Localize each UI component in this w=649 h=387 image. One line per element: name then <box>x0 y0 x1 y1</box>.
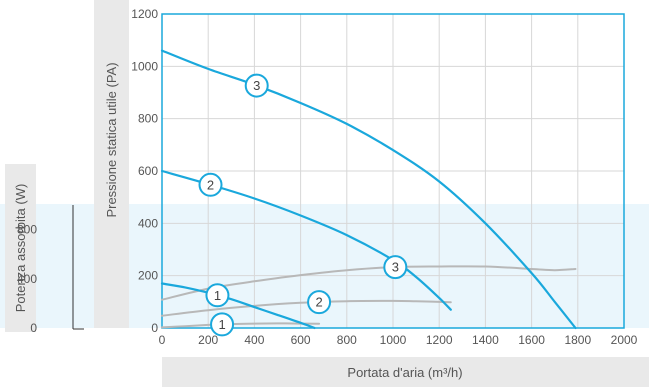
y-tick-label: 200 <box>138 269 158 283</box>
y-tick-label: 1000 <box>131 59 158 73</box>
x-tick-label: 1600 <box>518 333 545 347</box>
marker-circle <box>210 312 235 337</box>
y2-tick-label: 800 <box>17 223 37 237</box>
power-marker-2: 2 <box>307 290 332 315</box>
y-axis-title: Pressione statica utile (PA) <box>104 62 119 217</box>
marker-label: 3 <box>392 260 399 275</box>
pressure-marker-2: 2 <box>198 172 223 197</box>
x-tick-label: 2000 <box>611 333 638 347</box>
x-tick-label: 200 <box>198 333 218 347</box>
pressure-marker-1: 1 <box>205 283 230 308</box>
y-tick-labels: 0 200 400 600 800 1000 1200 <box>131 7 158 335</box>
y-tick-label: 0 <box>151 321 158 335</box>
x-tick-labels: 0 200 400 600 800 1000 1200 1400 1600 1800 2000 <box>159 333 638 347</box>
marker-label: 2 <box>207 177 214 192</box>
x-tick-label: 800 <box>337 333 357 347</box>
x-tick-label: 1200 <box>426 333 453 347</box>
marker-circle <box>383 255 408 280</box>
power-marker-1: 1 <box>210 312 235 337</box>
y-tick-label: 600 <box>138 164 158 178</box>
y-tick-label: 800 <box>138 112 158 126</box>
marker-label: 3 <box>253 78 260 93</box>
y2-tick-label: 400 <box>17 272 37 286</box>
x-tick-label: 600 <box>291 333 311 347</box>
y2-label-band <box>5 164 36 332</box>
marker-circle <box>198 172 223 197</box>
y-label-band <box>94 0 129 328</box>
y2-tick-label: 0 <box>30 321 37 335</box>
y-tick-label: 1200 <box>131 7 158 21</box>
pressure-curve-1 <box>160 282 316 330</box>
y-tick-label: 400 <box>138 216 158 230</box>
marker-label: 1 <box>218 317 225 332</box>
marker-label: 1 <box>214 288 221 303</box>
series-markers: 1 2 3 1 2 3 <box>198 73 408 337</box>
y2-axis-title: Potenza assorbita (W) <box>13 184 28 313</box>
x-tick-label: 1000 <box>380 333 407 347</box>
marker-circle <box>244 73 269 98</box>
grid-lines <box>162 14 624 328</box>
power-curve-1 <box>161 322 321 329</box>
pressure-curve-3 <box>160 49 577 330</box>
x-tick-label: 400 <box>244 333 264 347</box>
pressure-marker-3: 3 <box>244 73 269 98</box>
x-tick-label: 1800 <box>564 333 591 347</box>
x-tick-label: 1400 <box>472 333 499 347</box>
x-axis-title: Portata d'aria (m³/h) <box>347 365 462 380</box>
x-label-band <box>162 357 649 387</box>
marker-circle <box>205 283 230 308</box>
x-tick-label: 0 <box>159 333 166 347</box>
power-marker-3: 3 <box>383 255 408 280</box>
marker-circle <box>307 290 332 315</box>
marker-label: 2 <box>315 295 322 310</box>
y2-tick-labels: 0 400 800 <box>17 223 37 335</box>
